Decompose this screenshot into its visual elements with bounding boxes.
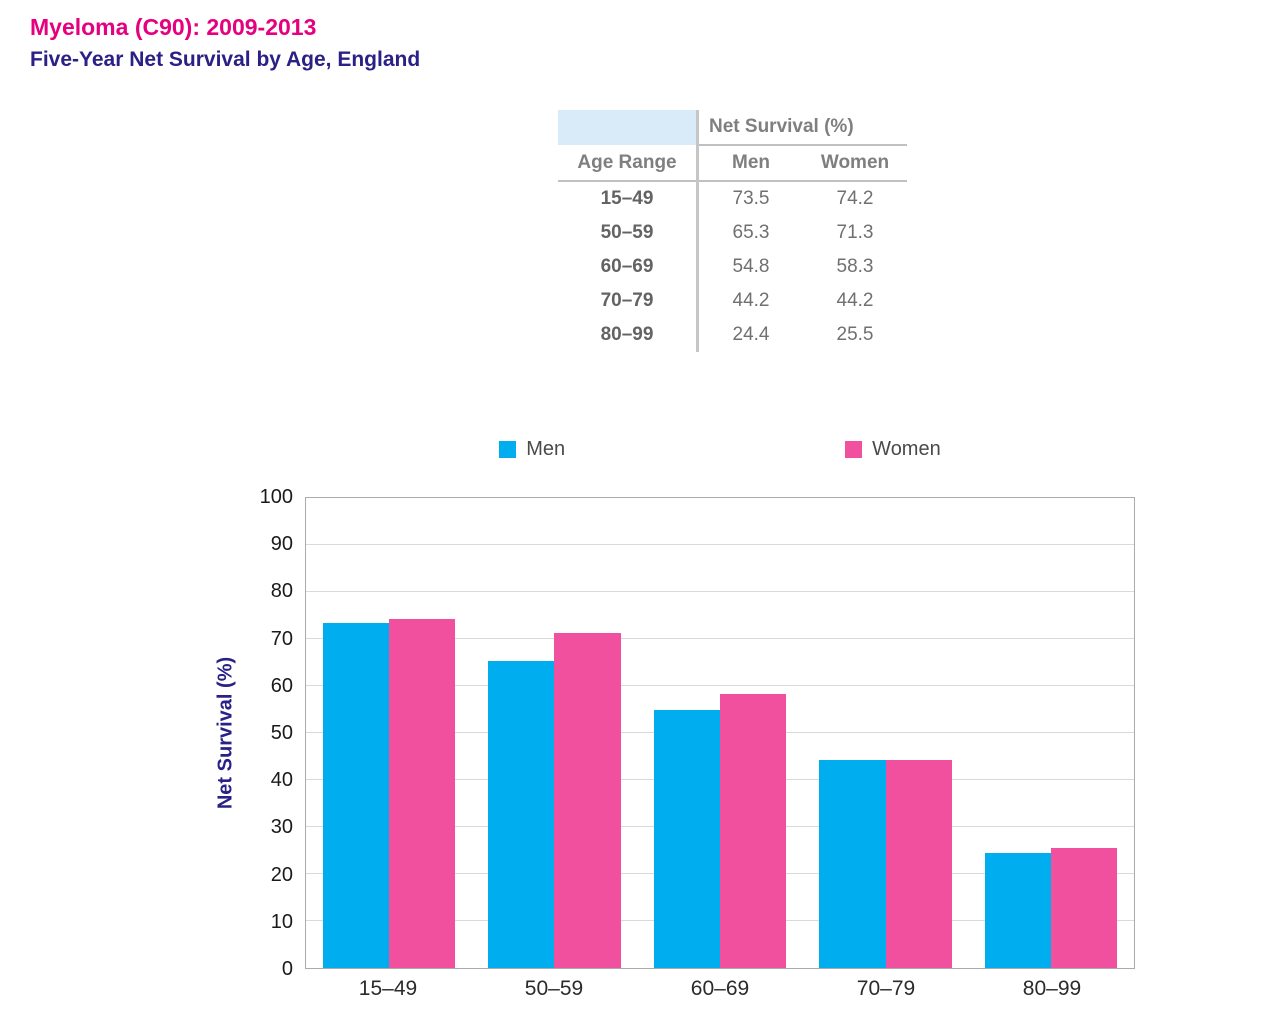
y-tick-label: 100: [259, 486, 293, 508]
y-tick-label: 70: [270, 627, 293, 650]
women-value-cell: 74.2: [836, 188, 874, 209]
y-axis-tick-labels: 0 10 20 30 40 50 60 70 80 90 100: [235, 487, 293, 979]
bar-women-80–99[interactable]: [1051, 848, 1118, 968]
bar-group-70–79: [803, 498, 969, 968]
column-header-men: Men: [697, 145, 803, 182]
table-span-header-row: Net Survival (%): [558, 110, 907, 146]
y-tick-label: 30: [270, 816, 293, 839]
men-value-cell: 65.3: [732, 222, 770, 243]
survival-table: Net Survival (%) Age Range Men Women 15–…: [558, 110, 907, 352]
y-tick-label: 10: [270, 910, 293, 933]
y-tick-label: 90: [270, 533, 293, 556]
age-range-cell: 70–79: [558, 284, 699, 318]
women-value-cell: 25.5: [836, 324, 874, 345]
women-value-cell: 71.3: [836, 222, 874, 243]
bar-women-50–59[interactable]: [554, 632, 621, 968]
table-column-header-row: Age Range Men Women: [558, 145, 907, 182]
table-row: 50–59 65.3 71.3: [558, 216, 907, 250]
bar-women-60–69[interactable]: [719, 694, 787, 968]
page-title: Myeloma (C90): 2009-2013: [30, 14, 317, 40]
legend-label: Women: [872, 438, 941, 460]
men-value-cell: 54.8: [732, 256, 770, 277]
x-axis-labels: 15–49 50–59 60–69 70–79 80–99: [305, 977, 1135, 1001]
legend-item-women[interactable]: Women: [845, 438, 941, 461]
age-range-cell: 15–49: [558, 181, 699, 216]
x-axis-label: 15–49: [358, 977, 418, 1000]
table-corner-cell: [558, 110, 699, 145]
table-row: 70–79 44.2 44.2: [558, 284, 907, 318]
age-range-cell: 60–69: [558, 250, 699, 284]
bar-group-15–49: [306, 498, 472, 968]
age-range-cell: 50–59: [558, 216, 699, 250]
bar-women-15–49[interactable]: [388, 619, 456, 968]
y-tick-label: 60: [270, 674, 293, 697]
plot-area: [305, 497, 1135, 969]
men-value-cell: 24.4: [732, 324, 770, 345]
men-value-cell: 73.5: [732, 188, 770, 209]
bar-group-80–99: [968, 498, 1134, 968]
x-axis-label: 60–69: [690, 977, 750, 1000]
gridline: [306, 638, 1134, 639]
gridline: [306, 591, 1134, 592]
bar-group-50–59: [472, 498, 638, 968]
x-axis-label: 70–79: [856, 977, 916, 1000]
page-header: Myeloma (C90): 2009-2013 Five-Year Net S…: [30, 14, 420, 72]
y-tick-label: 80: [270, 580, 293, 603]
page-subtitle: Five-Year Net Survival by Age, England: [30, 48, 421, 71]
bar-men-50–59[interactable]: [488, 661, 555, 968]
bar-men-60–69[interactable]: [653, 710, 720, 968]
table-row: 60–69 54.8 58.3: [558, 250, 907, 284]
column-header-women: Women: [803, 145, 907, 182]
age-range-cell: 80–99: [558, 318, 699, 352]
bar-women-70–79[interactable]: [885, 760, 952, 968]
legend-swatch-men: [499, 441, 517, 458]
y-tick-label: 0: [281, 958, 293, 980]
y-tick-label: 50: [270, 722, 293, 744]
column-header-age-range: Age Range: [558, 145, 699, 182]
bar-men-15–49[interactable]: [322, 622, 389, 968]
bar-group-60–69: [637, 498, 803, 968]
legend-label: Men: [526, 438, 566, 460]
table-row: 80–99 24.4 25.5: [558, 318, 907, 352]
table-span-header: Net Survival (%): [697, 110, 907, 146]
bar-men-70–79[interactable]: [819, 760, 886, 968]
bar-men-80–99[interactable]: [984, 853, 1052, 968]
chart-legend: Men Women: [305, 438, 1135, 461]
gridline: [306, 544, 1134, 545]
y-tick-label: 40: [270, 769, 293, 792]
y-tick-label: 20: [270, 863, 293, 886]
table-row: 15–49 73.5 74.2: [558, 181, 907, 216]
x-axis-label: 80–99: [1022, 977, 1082, 1000]
x-axis-label: 50–59: [524, 977, 584, 1000]
women-value-cell: 44.2: [836, 290, 874, 311]
legend-item-men[interactable]: Men: [499, 438, 565, 461]
women-value-cell: 58.3: [836, 256, 874, 277]
men-value-cell: 44.2: [732, 290, 770, 311]
gridline: [306, 685, 1134, 686]
legend-swatch-women: [845, 441, 863, 458]
